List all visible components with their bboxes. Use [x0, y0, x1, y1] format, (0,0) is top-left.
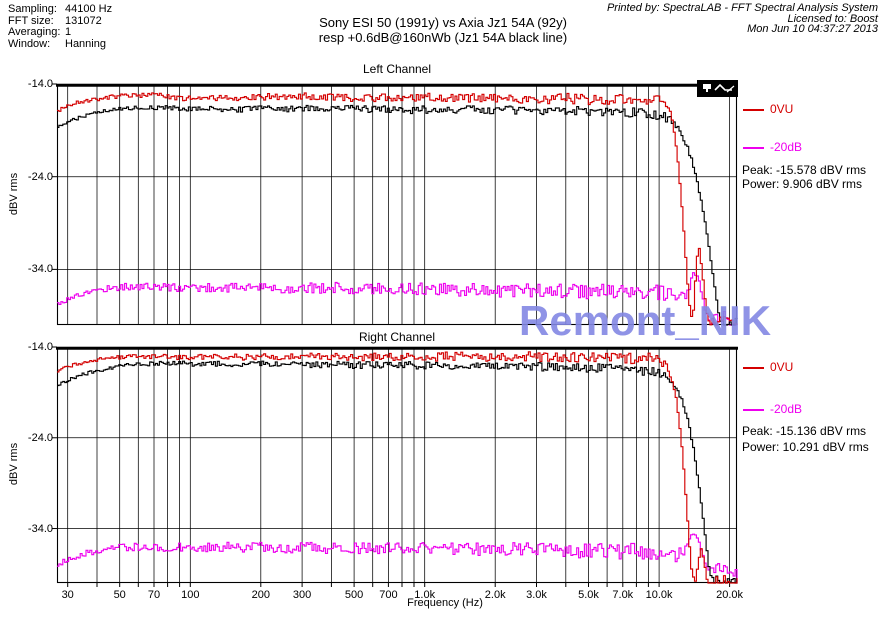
param-label: Averaging:	[8, 26, 61, 38]
x-tick-label: 100	[181, 589, 199, 601]
series-0VU-red-trace	[57, 92, 738, 326]
series-Jz1-54A-black-trace	[57, 104, 738, 326]
legend-label-minus20db: -20dB	[770, 402, 803, 416]
x-tick-label: 700	[379, 589, 397, 601]
param-label: Window:	[8, 37, 51, 50]
report-title: Sony ESI 50 (1991y) vs Axia Jz1 54A (92y…	[263, 15, 623, 45]
param-label: Sampling:	[8, 3, 57, 15]
series-0VU-red-trace	[57, 351, 738, 584]
x-tick-label: 200	[252, 589, 270, 601]
legend-swatch-0vu	[743, 367, 764, 369]
y-tick-label: -14.0	[27, 341, 53, 353]
y-tick-label: -34.0	[27, 523, 53, 535]
x-tick-label: 3.0k	[526, 589, 547, 601]
y-tick-label: -24.0	[27, 171, 53, 183]
report-title-line1: Sony ESI 50 (1991y) vs Axia Jz1 54A (92y…	[319, 15, 567, 30]
chart-title-left-channel: Left Channel	[362, 62, 432, 76]
x-tick-label: 20.0k	[716, 589, 743, 601]
legend-swatch-minus20db	[743, 147, 764, 149]
param-label: FFT size:	[8, 14, 54, 27]
legend-swatch-minus20db	[743, 409, 764, 411]
analysis-params: Sampling: 44100 Hz FFT size: 131072 Aver…	[8, 3, 113, 51]
print-info: Printed by: SpectraLAB - FFT Spectral An…	[607, 3, 878, 35]
left-channel-plot	[52, 83, 738, 326]
print-datetime: Mon Jun 10 04:37:27 2013	[747, 23, 878, 35]
x-tick-label: 30	[62, 589, 74, 601]
y-tick-label: -24.0	[27, 432, 53, 444]
printed-by: Printed by: SpectraLAB - FFT Spectral An…	[606, 2, 878, 14]
series-minus20dB-trace	[57, 533, 738, 583]
legend-label-0vu: 0VU	[770, 360, 794, 374]
series-Jz1-54A-black-trace	[57, 360, 738, 584]
legend-swatch-0vu	[743, 109, 764, 111]
param-row: FFT size: 131072	[8, 14, 112, 28]
peak-readout: Peak: -15.136 dBV rms	[742, 424, 867, 438]
param-value: 1	[65, 26, 72, 38]
report-title-line2: resp +0.6dB@160nWb (Jz1 54A black line)	[318, 29, 568, 45]
y-axis-label: dBV rms	[8, 442, 20, 486]
waveform-icon-glyph	[703, 83, 735, 93]
waveform-icon	[697, 80, 738, 97]
power-readout: Power: 10.291 dBV rms	[742, 440, 869, 454]
peak-readout: Peak: -15.578 dBV rms	[742, 163, 867, 177]
x-tick-label: 1.0k	[414, 589, 435, 601]
x-tick-label: 2.0k	[485, 589, 506, 601]
param-row: Window: Hanning	[8, 37, 112, 51]
y-tick-label: -34.0	[27, 263, 53, 275]
chart-title-right-channel: Right Channel	[358, 330, 436, 344]
x-tick-label: 70	[148, 589, 160, 601]
param-row: Sampling: 44100 Hz	[8, 3, 113, 16]
legend-label-0vu: 0VU	[770, 102, 794, 116]
x-tick-label: 50	[114, 589, 126, 601]
licensed-to: Licensed to: Boost	[787, 12, 878, 25]
right-channel-plot: 30 50 70 100 200 300 500 700 1.0k 2.0k 3.0k 5.0k 7.0…	[52, 346, 744, 601]
param-value: 131072	[65, 14, 102, 27]
x-tick-label: 500	[345, 589, 363, 601]
legend-label-minus20db: -20dB	[770, 140, 803, 154]
x-tick-label: 300	[293, 589, 311, 601]
x-tick-label: 10.0k	[646, 589, 673, 601]
x-axis-label: Frequency (Hz)	[407, 597, 483, 609]
x-tick-label: 7.0k	[612, 589, 633, 601]
param-value: Hanning	[65, 37, 106, 50]
param-row: Averaging: 1	[8, 26, 112, 39]
y-tick-label: -14.0	[27, 78, 53, 90]
series-minus20dB-trace	[57, 272, 737, 326]
param-value: 44100 Hz	[65, 3, 113, 15]
power-readout: Power: 9.906 dBV rms	[742, 177, 863, 191]
y-axis-label: dBV rms	[8, 172, 20, 216]
watermark: Remont_NIK	[519, 297, 772, 344]
x-tick-label: 5.0k	[578, 589, 599, 601]
